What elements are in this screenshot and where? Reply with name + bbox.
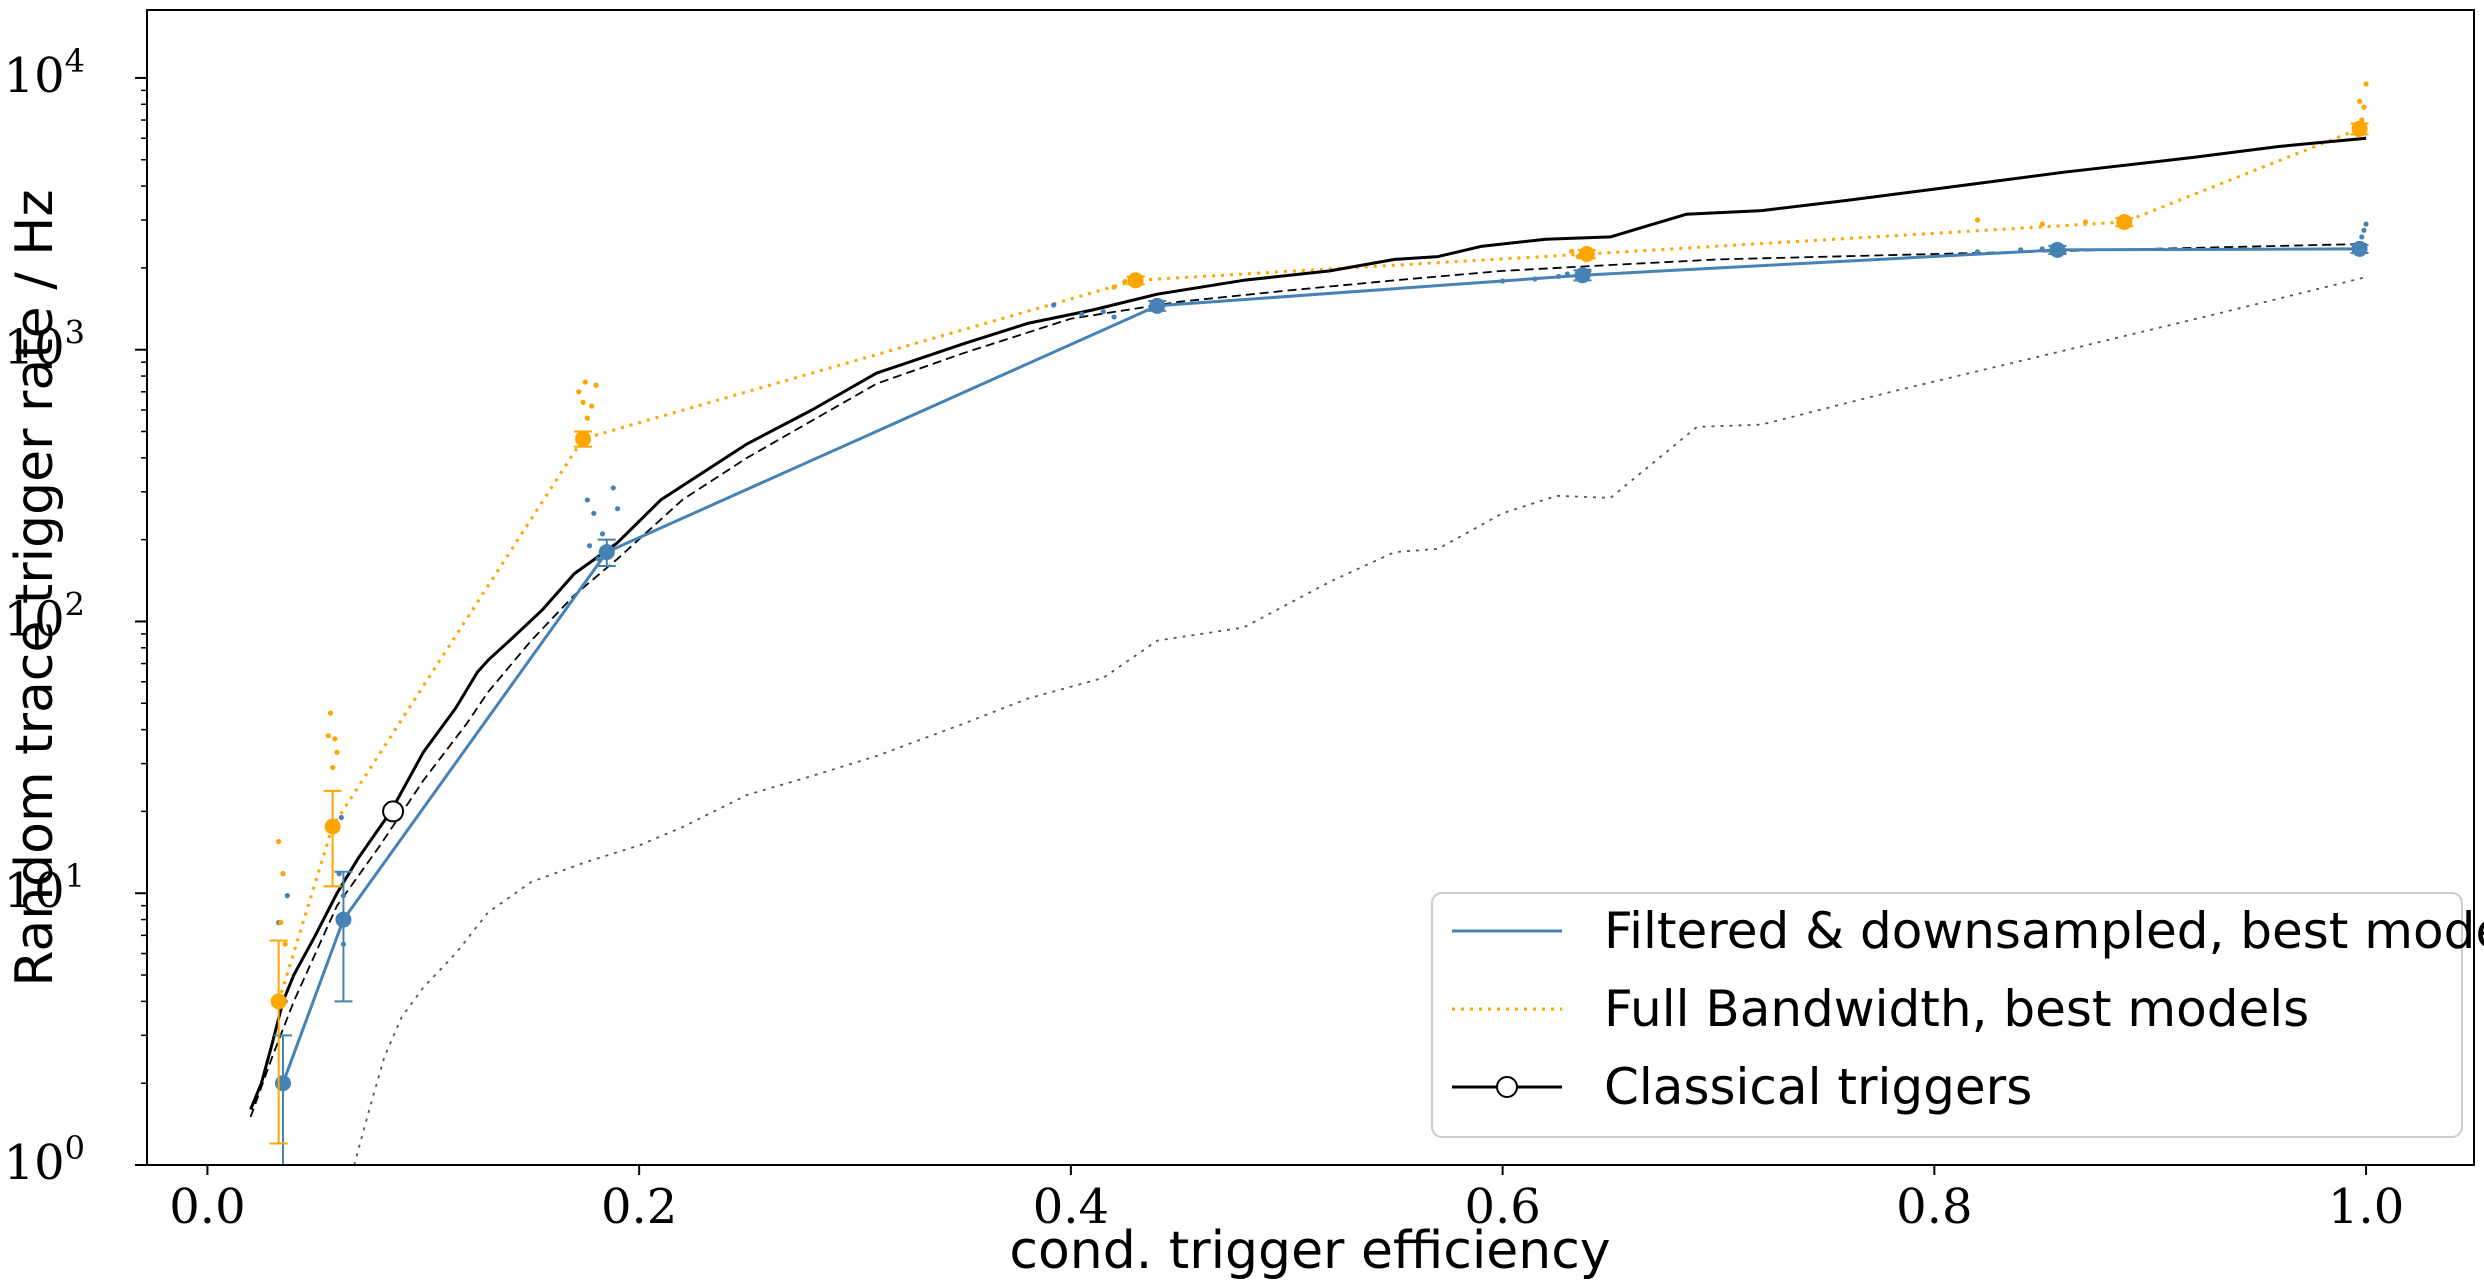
legend-label-0: Filtered & downsampled, best models [1604,902,2484,960]
series-0-scatter-dot [1051,302,1057,308]
series-1-scatter-dot [589,403,595,409]
series-1-scatter-dot [282,941,288,947]
series-1-scatter-dot [2039,221,2045,227]
series-0-scatter-dot [2359,234,2365,240]
series-1-point [2351,120,2368,137]
series-1-scatter-dot [327,710,334,716]
y-tick-label-exponent: 2 [65,585,85,623]
x-tick-label: 1.0 [2328,1179,2404,1235]
y-tick-label-base: 10 [4,320,65,376]
series-1-scatter-dot [1122,279,1128,285]
series-0-scatter-dot [599,531,606,537]
y-tick-label: 104 [4,42,85,104]
series-0-scatter-dot [2361,227,2367,233]
y-tick-label: 100 [4,1129,85,1191]
series-0-point [2351,240,2368,257]
series-0-scatter-dot [595,556,601,562]
series-1-scatter-dot [332,736,338,742]
series-0-scatter-dot [2039,246,2045,252]
x-tick-label: 0.8 [1896,1179,1972,1235]
x-tick-label: 0.4 [1033,1179,1109,1235]
series-0-scatter-dot [584,497,590,503]
series-0-point [335,911,352,928]
series-0-scatter-dot [591,510,597,516]
y-tick-label-base: 10 [4,863,65,919]
series-1-scatter-dot [1974,217,1981,223]
series-0-scatter-dot [1079,311,1085,317]
x-tick-label: 0.2 [601,1179,677,1235]
series-1-scatter-dot [280,871,286,877]
series-1-scatter-dot [593,382,599,388]
series-0-point [1574,267,1591,284]
x-axis-label: cond. trigger efficiency [1009,1221,1610,1281]
y-axis-label: Random trace trigger rate / Hz [5,189,65,986]
series-1-scatter-dot [276,838,282,845]
series-1-scatter-dot [580,399,586,405]
series-0-scatter-dot [614,506,621,512]
y-tick-label-exponent: 1 [65,857,85,895]
series-1-point [2116,214,2133,231]
series-line-2 [249,136,2367,1111]
series-1-scatter-dot [325,733,331,739]
y-tick-label: 103 [4,314,85,376]
y-tick-label: 102 [4,585,85,647]
y-tick-label-exponent: 3 [65,314,85,352]
series-0-scatter-dot [1974,249,1981,255]
series-0-scatter-dot [1556,273,1562,280]
series-0-scatter-dot [1111,314,1117,320]
series-0-point [1149,297,1166,314]
series-1-point [270,993,287,1010]
classical-trigger-marker [382,800,405,823]
series-0-scatter-dot [2363,221,2369,227]
series-1-scatter-dot [2361,104,2367,110]
legend-box [1431,892,2463,1138]
series-1-scatter-dot [582,379,588,385]
series-0-scatter-dot [1532,276,1538,282]
series-line-4 [353,276,2367,1165]
series-0-scatter-dot [284,893,290,899]
series-1-point [575,430,592,447]
series-0-scatter-dot [2018,247,2024,253]
plot-area [249,81,2369,1165]
series-0-scatter-dot [610,485,616,491]
series-1-point [324,818,341,835]
legend: Filtered & downsampled, best models Full … [1431,892,2484,1138]
series-0-point [274,1075,291,1092]
series-0-scatter-dot [586,543,593,549]
legend-label-2: Classical triggers [1604,1058,2032,1116]
series-1-point [1127,272,1144,289]
series-1-scatter-dot [278,919,284,926]
series-1-scatter-dot [330,764,336,771]
legend-marker-2 [1496,1076,1518,1098]
series-0-scatter-dot [1500,278,1506,284]
y-tick-label-base: 10 [4,48,65,104]
series-1-scatter-dot [1111,284,1117,290]
y-tick-label: 101 [4,857,85,919]
x-tick-label: 0.6 [1464,1179,1540,1235]
series-1-scatter-dot [2356,98,2363,104]
series-1-point [1578,245,1595,262]
x-tick-label: 0.0 [169,1179,245,1235]
series-1-scatter-dot [1569,248,1575,254]
y-tick-label-base: 10 [4,1135,65,1191]
series-1-scatter-dot [2363,81,2369,87]
plot-frame [146,9,2475,1166]
series-1-scatter-dot [576,389,582,395]
series-0-scatter-dot [1100,309,1106,315]
series-0-point [598,544,615,561]
y-tick-label-exponent: 4 [65,42,85,80]
series-0-scatter-dot [338,814,344,821]
series-0-scatter-dot [1564,271,1570,277]
series-0-point [2049,241,2066,258]
series-1-scatter-dot [334,749,340,755]
series-1-scatter-dot [2082,219,2089,225]
y-tick-label-exponent: 0 [65,1129,85,1167]
y-tick-label-base: 10 [4,591,65,647]
legend-label-1: Full Bandwidth, best models [1604,980,2309,1038]
series-1-scatter-dot [584,415,590,421]
